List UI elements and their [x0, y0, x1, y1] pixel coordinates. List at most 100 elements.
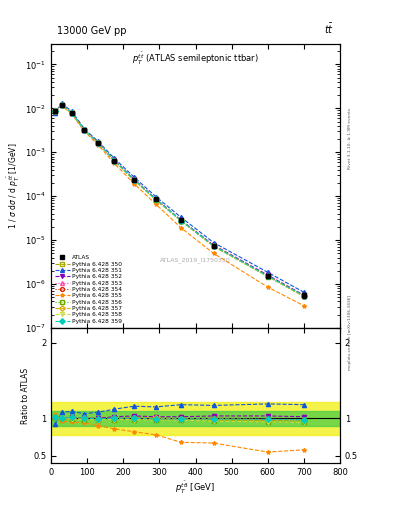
- Pythia 6.428 353: [95, 140, 100, 146]
- Pythia 6.428 350: [301, 293, 306, 299]
- Pythia 6.428 353: [211, 243, 216, 249]
- Pythia 6.428 359: [265, 273, 270, 279]
- Pythia 6.428 356: [52, 109, 57, 115]
- Pythia 6.428 357: [60, 102, 64, 108]
- Line: Pythia 6.428 353: Pythia 6.428 353: [53, 103, 306, 298]
- Pythia 6.428 352: [132, 176, 136, 182]
- Pythia 6.428 351: [52, 110, 57, 116]
- Pythia 6.428 356: [179, 218, 184, 224]
- Pythia 6.428 355: [265, 284, 270, 290]
- Pythia 6.428 355: [179, 225, 184, 231]
- Pythia 6.428 359: [179, 218, 184, 224]
- Pythia 6.428 355: [70, 111, 74, 117]
- Pythia 6.428 359: [153, 196, 158, 202]
- Pythia 6.428 352: [211, 242, 216, 248]
- Pythia 6.428 353: [132, 177, 136, 183]
- Pythia 6.428 358: [153, 197, 158, 203]
- Pythia 6.428 359: [211, 243, 216, 249]
- Pythia 6.428 359: [95, 140, 100, 146]
- Pythia 6.428 354: [153, 196, 158, 202]
- Pythia 6.428 350: [265, 273, 270, 280]
- Bar: [51, 411, 340, 426]
- Pythia 6.428 357: [132, 177, 136, 183]
- Pythia 6.428 354: [301, 293, 306, 299]
- Pythia 6.428 350: [132, 177, 136, 183]
- Pythia 6.428 356: [301, 293, 306, 300]
- Pythia 6.428 350: [70, 110, 74, 116]
- Pythia 6.428 358: [301, 293, 306, 300]
- Pythia 6.428 359: [132, 177, 136, 183]
- Pythia 6.428 351: [112, 155, 117, 161]
- Pythia 6.428 355: [112, 160, 117, 166]
- Pythia 6.428 355: [52, 108, 57, 114]
- Pythia 6.428 351: [70, 109, 74, 115]
- Pythia 6.428 355: [132, 181, 136, 187]
- Pythia 6.428 352: [301, 292, 306, 298]
- Pythia 6.428 354: [132, 177, 136, 183]
- Pythia 6.428 350: [95, 140, 100, 146]
- Pythia 6.428 354: [60, 102, 64, 108]
- Pythia 6.428 359: [112, 157, 117, 163]
- Text: Rivet 3.1.10, ≥ 1.9M events: Rivet 3.1.10, ≥ 1.9M events: [348, 108, 352, 169]
- Pythia 6.428 351: [211, 240, 216, 246]
- Text: mcplots.cern.ch [arXiv:1306.3436]: mcplots.cern.ch [arXiv:1306.3436]: [348, 295, 352, 370]
- Pythia 6.428 353: [265, 273, 270, 279]
- Pythia 6.428 356: [95, 140, 100, 146]
- Text: ATLAS_2019_I1750330: ATLAS_2019_I1750330: [160, 257, 231, 263]
- Pythia 6.428 355: [211, 250, 216, 257]
- Pythia 6.428 352: [60, 102, 64, 108]
- Pythia 6.428 350: [211, 243, 216, 249]
- Pythia 6.428 353: [82, 127, 87, 133]
- Pythia 6.428 357: [112, 157, 117, 163]
- Pythia 6.428 357: [82, 127, 87, 133]
- Pythia 6.428 357: [211, 243, 216, 249]
- Line: Pythia 6.428 357: Pythia 6.428 357: [53, 103, 306, 298]
- Pythia 6.428 356: [132, 177, 136, 183]
- Pythia 6.428 353: [153, 196, 158, 202]
- Pythia 6.428 352: [153, 196, 158, 202]
- Y-axis label: 1 / $\sigma$ d$\sigma$ / d $p_T^{t\bar{t}}$ [1/GeV]: 1 / $\sigma$ d$\sigma$ / d $p_T^{t\bar{t…: [6, 142, 22, 229]
- Pythia 6.428 354: [211, 243, 216, 249]
- Pythia 6.428 354: [70, 110, 74, 116]
- Pythia 6.428 356: [153, 197, 158, 203]
- Line: Pythia 6.428 358: Pythia 6.428 358: [53, 103, 306, 298]
- Pythia 6.428 350: [82, 127, 87, 134]
- Pythia 6.428 351: [179, 214, 184, 220]
- Pythia 6.428 352: [52, 109, 57, 115]
- Pythia 6.428 350: [60, 102, 64, 109]
- Pythia 6.428 352: [179, 217, 184, 223]
- Pythia 6.428 355: [60, 102, 64, 109]
- Pythia 6.428 353: [112, 157, 117, 163]
- Pythia 6.428 353: [179, 218, 184, 224]
- Text: $p_T^{t\bar{t}}$ (ATLAS semileptonic ttbar): $p_T^{t\bar{t}}$ (ATLAS semileptonic ttb…: [132, 51, 259, 67]
- Pythia 6.428 353: [301, 293, 306, 299]
- Pythia 6.428 353: [70, 110, 74, 116]
- Pythia 6.428 354: [179, 218, 184, 224]
- Pythia 6.428 351: [265, 269, 270, 275]
- Y-axis label: Ratio to ATLAS: Ratio to ATLAS: [21, 368, 30, 424]
- Pythia 6.428 357: [301, 293, 306, 299]
- Pythia 6.428 359: [60, 102, 64, 108]
- Pythia 6.428 357: [95, 140, 100, 146]
- Pythia 6.428 350: [179, 218, 184, 224]
- Pythia 6.428 359: [301, 293, 306, 299]
- Pythia 6.428 357: [70, 110, 74, 116]
- Pythia 6.428 358: [112, 158, 117, 164]
- Pythia 6.428 354: [112, 157, 117, 163]
- Pythia 6.428 350: [112, 158, 117, 164]
- Pythia 6.428 352: [70, 110, 74, 116]
- Pythia 6.428 358: [52, 109, 57, 115]
- Pythia 6.428 355: [153, 201, 158, 207]
- Pythia 6.428 359: [70, 110, 74, 116]
- X-axis label: $p_T^{t\bar{t}{\rm l}}$ [GeV]: $p_T^{t\bar{t}{\rm l}}$ [GeV]: [176, 480, 215, 496]
- Pythia 6.428 356: [211, 243, 216, 249]
- Pythia 6.428 358: [95, 140, 100, 146]
- Line: Pythia 6.428 354: Pythia 6.428 354: [53, 103, 306, 298]
- Pythia 6.428 350: [52, 108, 57, 114]
- Text: 13000 GeV pp: 13000 GeV pp: [57, 27, 127, 36]
- Line: Pythia 6.428 359: Pythia 6.428 359: [53, 103, 306, 298]
- Line: Pythia 6.428 356: Pythia 6.428 356: [53, 103, 306, 298]
- Pythia 6.428 358: [60, 102, 64, 108]
- Pythia 6.428 358: [70, 110, 74, 116]
- Pythia 6.428 359: [82, 127, 87, 133]
